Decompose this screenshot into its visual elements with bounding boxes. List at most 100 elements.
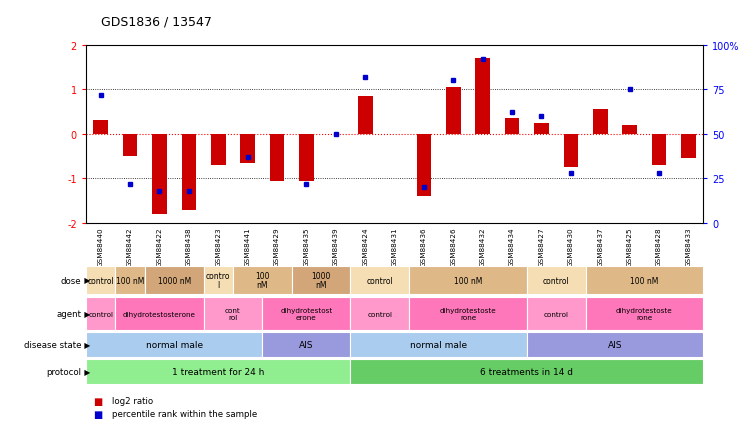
- Text: GSM88442: GSM88442: [127, 227, 133, 266]
- Text: 100 nM: 100 nM: [116, 276, 144, 285]
- Text: control: control: [367, 311, 393, 317]
- Bar: [86, 297, 115, 330]
- Bar: [527, 297, 586, 330]
- Text: GSM88425: GSM88425: [627, 227, 633, 266]
- Bar: [652, 135, 666, 166]
- Text: normal male: normal male: [146, 341, 203, 349]
- Bar: [358, 97, 373, 135]
- Bar: [417, 135, 432, 197]
- Text: GSM88424: GSM88424: [362, 227, 368, 266]
- Text: GSM88428: GSM88428: [656, 227, 662, 266]
- Bar: [86, 359, 351, 385]
- Bar: [476, 59, 490, 135]
- Bar: [681, 135, 696, 159]
- Text: control: control: [544, 311, 568, 317]
- Text: contro
l: contro l: [206, 271, 230, 289]
- Text: GSM88426: GSM88426: [450, 227, 456, 266]
- Text: GSM88422: GSM88422: [156, 227, 162, 266]
- Text: GSM88439: GSM88439: [333, 227, 339, 266]
- Text: GSM88434: GSM88434: [509, 227, 515, 266]
- Text: GSM88429: GSM88429: [274, 227, 280, 266]
- Bar: [351, 359, 703, 385]
- Bar: [86, 332, 263, 358]
- Bar: [586, 297, 703, 330]
- Text: control: control: [88, 276, 114, 285]
- Bar: [622, 125, 637, 135]
- Text: dihydrotestost
erone: dihydrotestost erone: [280, 308, 333, 320]
- Text: ■: ■: [94, 396, 102, 405]
- Bar: [115, 297, 203, 330]
- Bar: [145, 266, 203, 295]
- Text: control: control: [543, 276, 569, 285]
- Bar: [240, 135, 255, 164]
- Text: AIS: AIS: [299, 341, 313, 349]
- Text: GSM88436: GSM88436: [421, 227, 427, 266]
- Text: ▶: ▶: [82, 341, 91, 349]
- Bar: [292, 266, 351, 295]
- Text: 6 treatments in 14 d: 6 treatments in 14 d: [480, 368, 573, 376]
- Text: dose: dose: [61, 276, 82, 285]
- Bar: [203, 266, 233, 295]
- Text: dihydrotestoste
rone: dihydrotestoste rone: [616, 308, 672, 320]
- Bar: [94, 121, 108, 135]
- Text: GSM88432: GSM88432: [479, 227, 485, 266]
- Bar: [505, 119, 519, 135]
- Text: 100
nM: 100 nM: [255, 271, 269, 289]
- Text: agent: agent: [57, 309, 82, 318]
- Bar: [534, 123, 549, 135]
- Bar: [233, 266, 292, 295]
- Bar: [123, 135, 138, 157]
- Text: GSM88427: GSM88427: [539, 227, 545, 266]
- Bar: [409, 297, 527, 330]
- Text: GSM88441: GSM88441: [245, 227, 251, 266]
- Bar: [211, 135, 226, 166]
- Bar: [263, 297, 351, 330]
- Bar: [152, 135, 167, 214]
- Text: 1000 nM: 1000 nM: [158, 276, 191, 285]
- Bar: [351, 266, 409, 295]
- Text: GSM88430: GSM88430: [568, 227, 574, 266]
- Bar: [351, 297, 409, 330]
- Text: GSM88440: GSM88440: [98, 227, 104, 266]
- Text: ▶: ▶: [82, 309, 91, 318]
- Text: GSM88431: GSM88431: [391, 227, 398, 266]
- Bar: [263, 332, 351, 358]
- Bar: [203, 297, 263, 330]
- Text: control: control: [88, 311, 113, 317]
- Bar: [446, 88, 461, 135]
- Text: control: control: [367, 276, 393, 285]
- Text: disease state: disease state: [24, 341, 82, 349]
- Bar: [86, 266, 115, 295]
- Text: GSM88437: GSM88437: [597, 227, 604, 266]
- Text: AIS: AIS: [607, 341, 622, 349]
- Text: log2 ratio: log2 ratio: [112, 396, 153, 405]
- Text: normal male: normal male: [410, 341, 468, 349]
- Bar: [527, 266, 586, 295]
- Text: dihydrotestosterone: dihydrotestosterone: [123, 311, 196, 317]
- Bar: [409, 266, 527, 295]
- Bar: [563, 135, 578, 168]
- Text: GSM88433: GSM88433: [685, 227, 691, 266]
- Text: GSM88438: GSM88438: [186, 227, 192, 266]
- Text: protocol: protocol: [46, 368, 82, 376]
- Bar: [182, 135, 196, 210]
- Bar: [270, 135, 284, 181]
- Text: ■: ■: [94, 409, 102, 418]
- Text: GSM88423: GSM88423: [215, 227, 221, 266]
- Text: cont
rol: cont rol: [225, 308, 241, 320]
- Text: 1 treatment for 24 h: 1 treatment for 24 h: [172, 368, 265, 376]
- Bar: [586, 266, 703, 295]
- Bar: [527, 332, 703, 358]
- Text: 1000
nM: 1000 nM: [311, 271, 331, 289]
- Bar: [299, 135, 313, 181]
- Text: percentile rank within the sample: percentile rank within the sample: [112, 409, 257, 418]
- Text: ▶: ▶: [82, 276, 91, 285]
- Text: dihydrotestoste
rone: dihydrotestoste rone: [440, 308, 497, 320]
- Text: 100 nM: 100 nM: [630, 276, 658, 285]
- Bar: [115, 266, 145, 295]
- Bar: [351, 332, 527, 358]
- Text: GSM88435: GSM88435: [304, 227, 310, 266]
- Text: 100 nM: 100 nM: [454, 276, 482, 285]
- Text: GDS1836 / 13547: GDS1836 / 13547: [101, 15, 212, 28]
- Bar: [593, 110, 607, 135]
